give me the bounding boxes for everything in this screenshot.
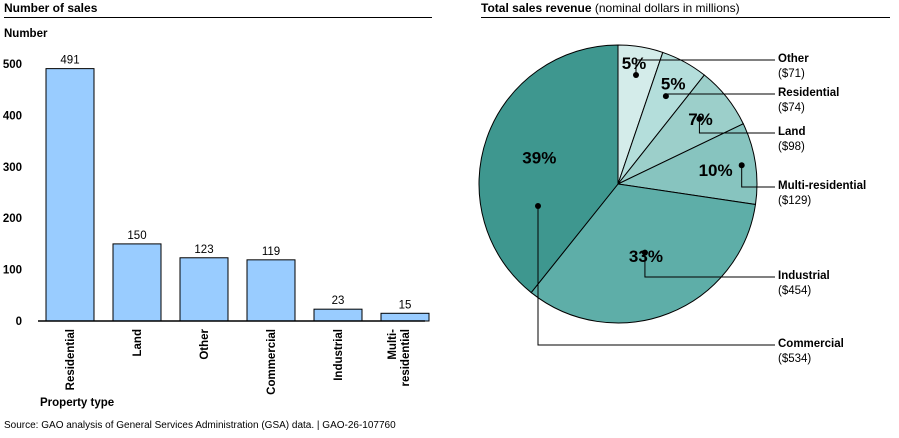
pie-slices [478, 44, 758, 324]
x-tick-label: Residential [65, 329, 77, 390]
pie-percent-label: 39% [522, 148, 556, 167]
y-axis-label: Number [4, 28, 48, 40]
bar-chart-title: Number of sales [4, 1, 98, 15]
bar-value-label: 123 [194, 244, 213, 256]
leader-line [698, 118, 775, 134]
slice-name-label: Residential [778, 87, 839, 99]
bar-value-label: 23 [332, 295, 345, 307]
x-tick-label: Other [199, 328, 211, 359]
y-tick-label: 300 [3, 162, 22, 174]
slice-name-label: Commercial [778, 338, 844, 350]
x-tick-label: Multi-residential [387, 329, 412, 387]
x-tick-label-line: Land [132, 329, 144, 356]
x-tick-label: Industrial [333, 329, 345, 381]
bar [45, 68, 95, 322]
x-tick-label-line: Other [199, 328, 211, 359]
leader-line [741, 165, 775, 188]
pie-title-rule [481, 17, 890, 18]
bar-value-label: 150 [127, 230, 146, 242]
pie-leader-lines [535, 59, 775, 346]
leader-line [665, 93, 775, 97]
x-tick-label-line: Residential [65, 329, 77, 390]
slice-name-label: Multi-residential [778, 180, 866, 192]
x-tick-label: Commercial [266, 329, 278, 395]
x-tick-label-line: Multi- [387, 329, 399, 360]
y-axis-ticks: 0 100 200 300 400 500 [3, 59, 22, 328]
slice-name-label: Industrial [778, 270, 830, 282]
bar-value-label: 15 [399, 299, 412, 311]
x-tick-label-line: Commercial [266, 329, 278, 395]
bar-series: 491 150 123 119 23 15 [45, 55, 430, 322]
bar-value-label: 491 [60, 55, 79, 67]
bar-value-label: 119 [262, 246, 280, 258]
slice-value-label: ($534) [778, 353, 811, 365]
bar [380, 312, 430, 322]
pie-percent-label: 5% [661, 75, 686, 94]
y-tick-label: 200 [3, 213, 22, 225]
leader-line [537, 206, 775, 346]
leader-line [635, 59, 775, 75]
pie-chart: 5%5%7%10%33%39% Other($71)Residential($7… [478, 44, 866, 365]
x-axis-categories: Residential Land Other Commercial Industrial… [65, 328, 412, 394]
y-tick-label: 400 [3, 110, 22, 122]
y-tick-label: 500 [3, 59, 22, 71]
bar [112, 243, 162, 322]
slice-value-label: ($129) [778, 195, 811, 207]
slice-value-label: ($74) [778, 102, 805, 114]
pie-percent-label: 5% [622, 54, 647, 73]
bar [246, 259, 296, 322]
slice-value-label: ($98) [778, 141, 805, 153]
leader-line [644, 252, 775, 278]
pie-slice [478, 44, 619, 294]
bar [313, 308, 363, 322]
source-note: Source: GAO analysis of General Services… [4, 420, 396, 431]
slice-name-label: Land [778, 126, 805, 138]
pie-slice [616, 123, 758, 206]
slice-value-label: ($454) [778, 285, 811, 297]
pie-percent-label: 33% [629, 247, 663, 266]
slice-name-label: Other [778, 53, 809, 65]
x-axis-label: Property type [40, 397, 114, 409]
x-tick-label-line: residential [400, 329, 412, 387]
pie-chart-subtitle: (nominal dollars in millions) [594, 1, 740, 15]
pie-chart-title: Total sales revenue (nominal dollars in … [481, 1, 740, 15]
pie-percent-label: 10% [699, 161, 733, 180]
bar [179, 257, 229, 322]
pie-chart-title-main: Total sales revenue [481, 1, 592, 15]
y-tick-label: 0 [16, 316, 22, 328]
pie-percent-labels: 5%5%7%10%33%39% [522, 54, 732, 266]
pie-legend-labels: Other ($71) Residential ($74) Land ($98) Multi… [778, 53, 866, 365]
slice-value-label: ($71) [778, 68, 805, 80]
x-tick-label-line: Industrial [333, 329, 345, 381]
bar-title-rule [4, 17, 432, 18]
x-tick-label: Land [132, 329, 144, 356]
y-tick-label: 100 [3, 265, 22, 277]
bar-chart: Number 0 100 200 300 400 500 491 150 123 119 23 15… [3, 28, 430, 409]
